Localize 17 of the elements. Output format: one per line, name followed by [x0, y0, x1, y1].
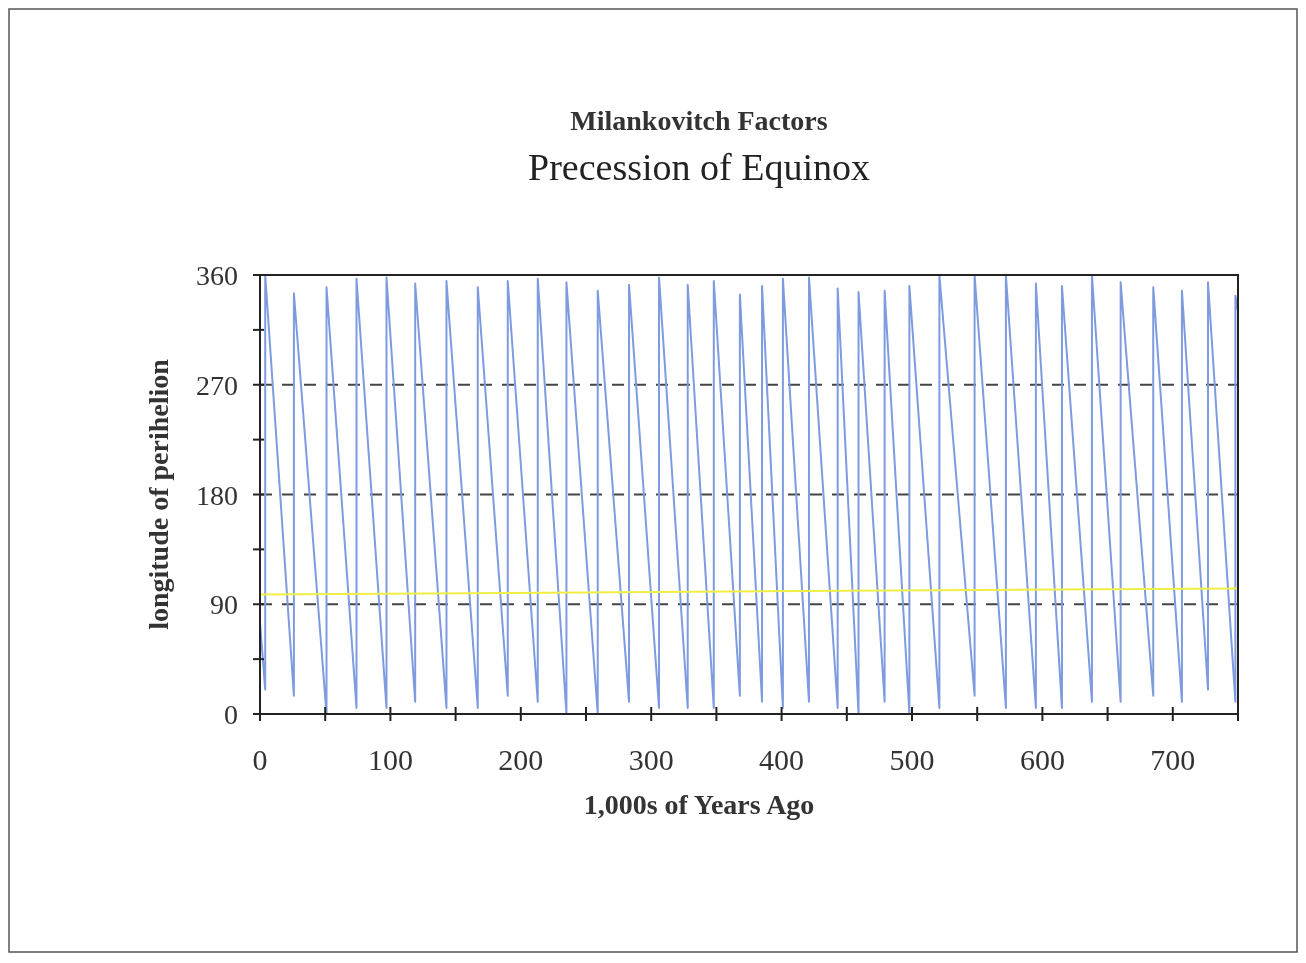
x-tick-label: 700: [1150, 743, 1196, 776]
y-tick-label: 360: [196, 260, 238, 291]
y-axis-title: longitude of perihelion: [143, 358, 174, 630]
x-tick-label: 400: [759, 743, 805, 776]
x-tick-label: 500: [889, 743, 935, 776]
y-tick-label: 270: [196, 369, 238, 401]
chart-subtitle: Precession of Equinox: [528, 146, 870, 188]
x-tick-label: 100: [367, 743, 413, 776]
x-tick-label: 300: [628, 743, 674, 776]
x-tick-label: 600: [1019, 743, 1065, 776]
x-tick-label: 200: [498, 743, 544, 776]
y-tick-label: 90: [210, 589, 238, 621]
x-tick-label: 0: [252, 743, 268, 776]
x-axis-title: 1,000s of Years Ago: [583, 789, 815, 820]
y-tick-label: 180: [196, 479, 238, 511]
chart-title: Milankovitch Factors: [570, 105, 828, 136]
y-tick-label: 0: [224, 699, 238, 730]
